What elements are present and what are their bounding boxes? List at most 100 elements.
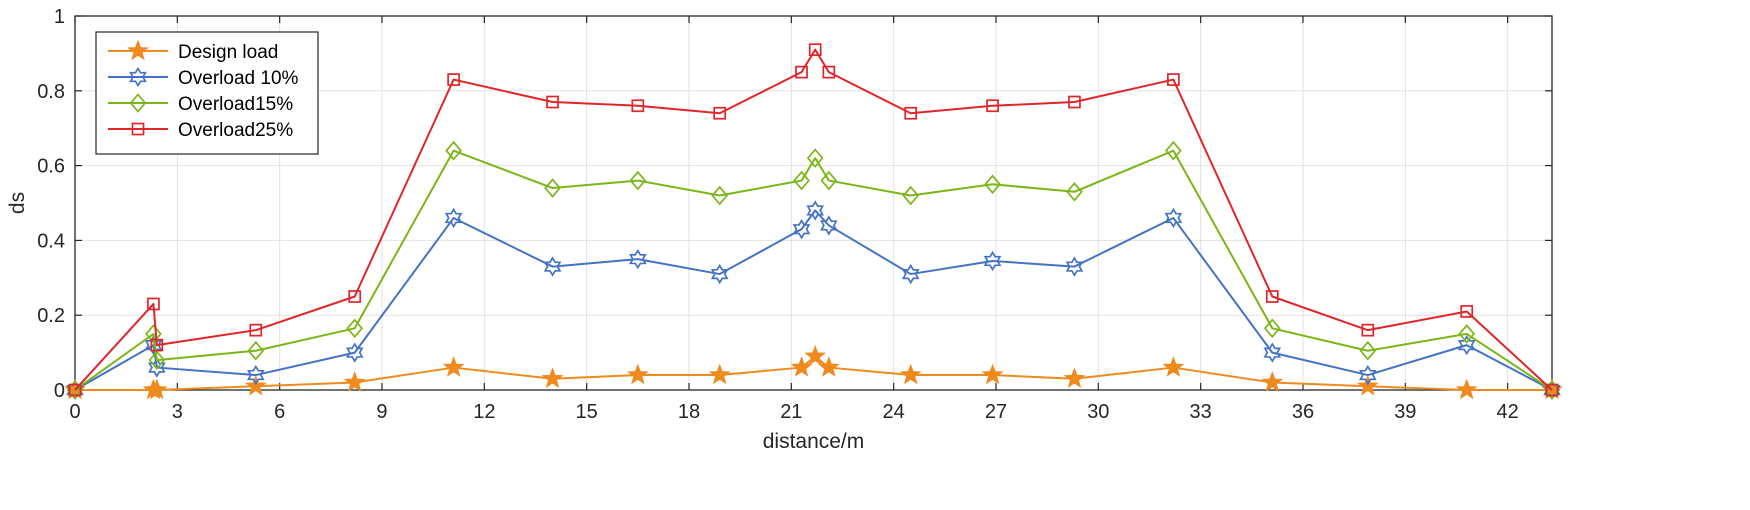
diamond-marker [984, 174, 1001, 195]
hexagram-marker [1359, 364, 1377, 386]
series-line [75, 355, 1552, 391]
series-line [74, 209, 1553, 391]
hexagram-marker [444, 207, 463, 229]
legend: Design load Overload 10% Overload15% Overlo… [95, 31, 319, 155]
x-tick-label: 0 [69, 401, 80, 423]
x-tick-label: 15 [576, 401, 598, 423]
star-marker [1261, 371, 1284, 392]
y-tick-label: 0 [54, 380, 65, 402]
series-line [74, 48, 1553, 391]
diamond-marker [1066, 181, 1083, 202]
star-marker [981, 363, 1004, 385]
x-tick-label: 3 [172, 401, 183, 423]
square-marker [713, 106, 727, 120]
square-marker [546, 95, 559, 109]
x-tick-label: 30 [1087, 401, 1109, 423]
legend-label: Overload 10% [178, 68, 299, 89]
hexagram-marker [629, 248, 647, 270]
legend-label: Overload25% [178, 120, 293, 141]
hexagram-marker [345, 342, 364, 363]
star-marker [1455, 378, 1478, 400]
x-tick-label: 6 [274, 401, 285, 423]
legend-item: Design load [108, 39, 278, 63]
x-tick-label: 36 [1292, 401, 1314, 423]
hexagram-marker [148, 357, 166, 378]
diamond-marker [148, 350, 166, 370]
diamond-marker [544, 178, 561, 198]
hexagram-marker [1164, 207, 1183, 229]
diamond-marker [902, 185, 920, 206]
star-marker [817, 356, 840, 377]
hexagram-marker [144, 334, 163, 356]
star-marker [804, 344, 827, 366]
square-marker [1167, 73, 1180, 86]
hexagram-marker [1263, 342, 1282, 363]
star-marker [146, 378, 168, 400]
star-marker [442, 356, 465, 377]
diamond-marker [145, 324, 162, 344]
y-tick-label: 0.8 [37, 81, 65, 103]
star-marker [343, 371, 366, 392]
x-axis-label: distance/m [763, 430, 865, 453]
series-3 [68, 43, 1559, 397]
hexagram-marker [983, 250, 1002, 272]
diamond-marker [820, 170, 838, 191]
hexagram-marker [901, 263, 920, 285]
star-marker [708, 363, 731, 385]
star-marker [626, 363, 649, 385]
diamond-marker [1359, 340, 1377, 361]
axes-box [74, 15, 1553, 391]
star-marker [899, 363, 922, 385]
x-tick-label: 18 [678, 401, 700, 423]
square-marker [249, 323, 263, 337]
square-marker [822, 65, 836, 79]
square-marker [131, 122, 145, 136]
square-marker [1545, 383, 1559, 397]
diamond-marker [1263, 318, 1281, 339]
square-marker [795, 65, 808, 79]
x-tick-label: 39 [1394, 401, 1416, 423]
x-tick-label: 9 [376, 401, 387, 423]
square-marker [68, 383, 82, 397]
square-marker [986, 99, 999, 113]
hexagram-marker [129, 66, 147, 88]
y-tick-label: 0.6 [37, 156, 65, 178]
y-axis-label: ds [6, 192, 29, 214]
square-marker [808, 43, 822, 57]
diamond-marker [711, 185, 729, 206]
diamond-marker [129, 93, 147, 113]
square-marker [150, 338, 164, 352]
square-marker [904, 106, 918, 120]
star-marker [244, 374, 267, 396]
x-tick-label: 33 [1190, 401, 1212, 423]
star-marker [127, 39, 149, 61]
legend-label: Overload15% [178, 94, 293, 115]
y-tick-label: 0.2 [37, 305, 65, 327]
square-marker [147, 297, 160, 311]
legend-item: Overload15% [108, 93, 293, 115]
square-marker [1068, 95, 1081, 109]
hexagram-marker [1065, 256, 1084, 277]
series-line [74, 149, 1553, 391]
hexagram-marker [543, 256, 562, 277]
star-marker [1356, 374, 1379, 396]
square-marker [631, 99, 645, 113]
x-tick-label: 12 [473, 401, 495, 423]
diamond-marker [793, 170, 810, 191]
star-marker [541, 367, 564, 389]
x-tick-label: 21 [780, 401, 802, 423]
hexagram-marker [792, 219, 811, 240]
x-tick-label: 27 [985, 401, 1007, 423]
legend-item: Overload25% [108, 120, 293, 141]
x-tick-label: 42 [1497, 401, 1519, 423]
square-marker [447, 73, 460, 86]
plot-area [75, 16, 1552, 390]
square-marker [1361, 323, 1375, 337]
hexagram-marker [1457, 334, 1476, 356]
y-tick-label: 0.4 [37, 230, 65, 252]
hexagram-marker [820, 215, 838, 236]
square-marker [348, 290, 362, 303]
grid-layer [74, 15, 1552, 391]
